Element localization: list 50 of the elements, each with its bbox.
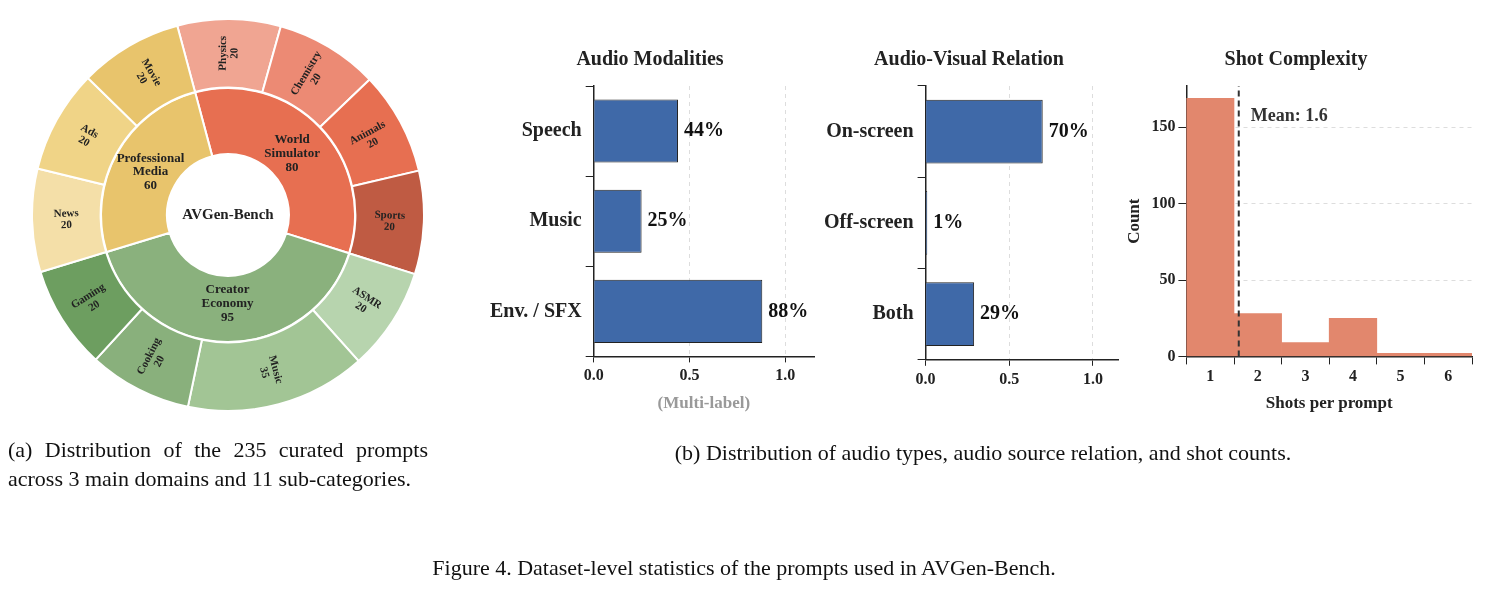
y-tick-label: Music <box>529 208 582 231</box>
data-label: 20 <box>60 217 73 231</box>
y-tick-label: 150 <box>1151 117 1176 135</box>
data-label: 29% <box>980 301 1021 324</box>
x-tick-label: 0.5 <box>679 366 700 384</box>
data-label: 95 <box>221 308 235 324</box>
x-tick-label: 0.0 <box>915 369 936 387</box>
slice-label: Creator Economy <box>201 281 255 311</box>
x-tick-label: 2 <box>1253 367 1262 385</box>
slice-label: News <box>53 206 79 219</box>
slice-label: Professional Media <box>116 149 185 179</box>
y-tick-label: Both <box>872 301 914 324</box>
x-tick-label: 0.0 <box>583 366 604 384</box>
x-tick-label: 1.0 <box>1082 369 1103 387</box>
x-tick-label: 4 <box>1349 367 1357 385</box>
data-label: 44% <box>683 118 724 141</box>
data-label: 70% <box>1048 118 1089 141</box>
data-label: 88% <box>768 298 809 321</box>
text: (a) Distribution of the 235 curated prompts across 3 main domains and 11 sub-categories. <box>8 436 428 493</box>
y-axis-title: Count <box>1123 198 1143 244</box>
y-tick-label: On-screen <box>826 118 914 141</box>
x-axis-title: Shots per prompt <box>1265 393 1393 413</box>
slice-label: Physics <box>215 35 229 71</box>
y-tick-label: Env. / SFX <box>490 298 583 321</box>
caption: Figure 4. Dataset-level statistics of the prompts used in AVGen-Bench. <box>431 554 1057 582</box>
data-label: 60 <box>143 176 157 192</box>
y-tick-label: Speech <box>521 118 582 142</box>
y-tick-label: 0 <box>1167 346 1176 364</box>
slice-label: World Simulator <box>264 131 321 161</box>
slice-label: Sports <box>374 207 407 221</box>
x-axis-title: (Multi-label) <box>657 393 751 413</box>
x-tick-label: 1 <box>1206 367 1215 385</box>
y-tick-label: Off-screen <box>824 210 914 233</box>
data-label: 1% <box>933 210 964 233</box>
text: (b) Distribution of audio types, audio source relation, and shot counts. <box>673 439 1293 467</box>
ref-line-label: Mean: 1.6 <box>1250 104 1328 125</box>
chart-title: Audio Modalities <box>576 47 724 70</box>
x-tick-label: 6 <box>1444 367 1453 385</box>
text: AVGen-Bench <box>182 205 275 222</box>
x-tick-label: 1.0 <box>775 366 796 384</box>
chart-title: Shot Complexity <box>1224 47 1368 71</box>
chart-title: Audio-Visual Relation <box>874 47 1064 70</box>
y-tick-label: 50 <box>1159 270 1176 288</box>
data-label: 80 <box>285 158 299 174</box>
x-tick-label: 5 <box>1396 367 1405 385</box>
data-label: 20 <box>383 219 396 233</box>
y-tick-label: 100 <box>1151 193 1176 211</box>
data-label: 25% <box>647 208 688 231</box>
x-tick-label: 0.5 <box>999 369 1020 387</box>
x-tick-label: 3 <box>1301 367 1310 385</box>
